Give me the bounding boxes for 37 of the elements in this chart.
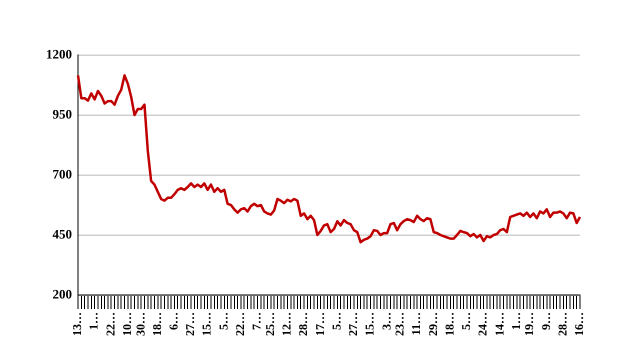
x-tick-label: 5… xyxy=(216,312,230,330)
x-tick-label: 5… xyxy=(459,312,474,330)
y-tick-label: 450 xyxy=(52,226,72,242)
x-tick-label: 14… xyxy=(492,312,506,336)
x-tick-label: 25… xyxy=(262,312,277,336)
x-tick-label: 28… xyxy=(296,312,310,336)
x-tick-label: 23… xyxy=(392,312,407,336)
x-tick-label: 29… xyxy=(426,312,440,336)
x-tick-label: 24… xyxy=(476,312,490,336)
x-tick-label: 27… xyxy=(183,312,198,336)
x-tick-label: 5… xyxy=(329,312,344,330)
x-tick-label: 1… xyxy=(508,312,523,330)
x-tick-label: 30… xyxy=(133,312,148,336)
x-tick-label: 16… xyxy=(572,312,586,336)
y-tick-label: 950 xyxy=(52,106,72,122)
x-tick-label: 18… xyxy=(150,312,164,336)
x-tick-label: 6… xyxy=(166,312,181,330)
x-tick-label: 11… xyxy=(409,312,424,336)
y-tick-label: 700 xyxy=(52,166,72,182)
x-tick-label: 13… xyxy=(70,312,84,336)
x-tick-label: 15… xyxy=(362,312,377,336)
x-tick-label: 18… xyxy=(442,312,456,336)
x-tick-label: 10… xyxy=(120,312,134,336)
x-tick-label: 15… xyxy=(200,312,214,336)
x-tick-label: 27… xyxy=(346,312,360,336)
x-tick-label: 9… xyxy=(538,312,553,330)
x-tick-label: 7… xyxy=(250,312,264,330)
x-tick-label: 3… xyxy=(379,312,394,330)
x-tick-label: 19… xyxy=(522,312,536,336)
x-tick-label: 12… xyxy=(280,312,294,336)
y-tick-label: 1200 xyxy=(46,46,72,62)
x-tick-label: 17… xyxy=(312,312,327,336)
x-tick-label: 28… xyxy=(555,312,570,336)
x-tick-label: 1… xyxy=(86,312,101,330)
x-tick-label: 22… xyxy=(103,312,118,336)
y-tick-label: 200 xyxy=(52,286,72,302)
x-tick-label: 22… xyxy=(232,312,247,336)
